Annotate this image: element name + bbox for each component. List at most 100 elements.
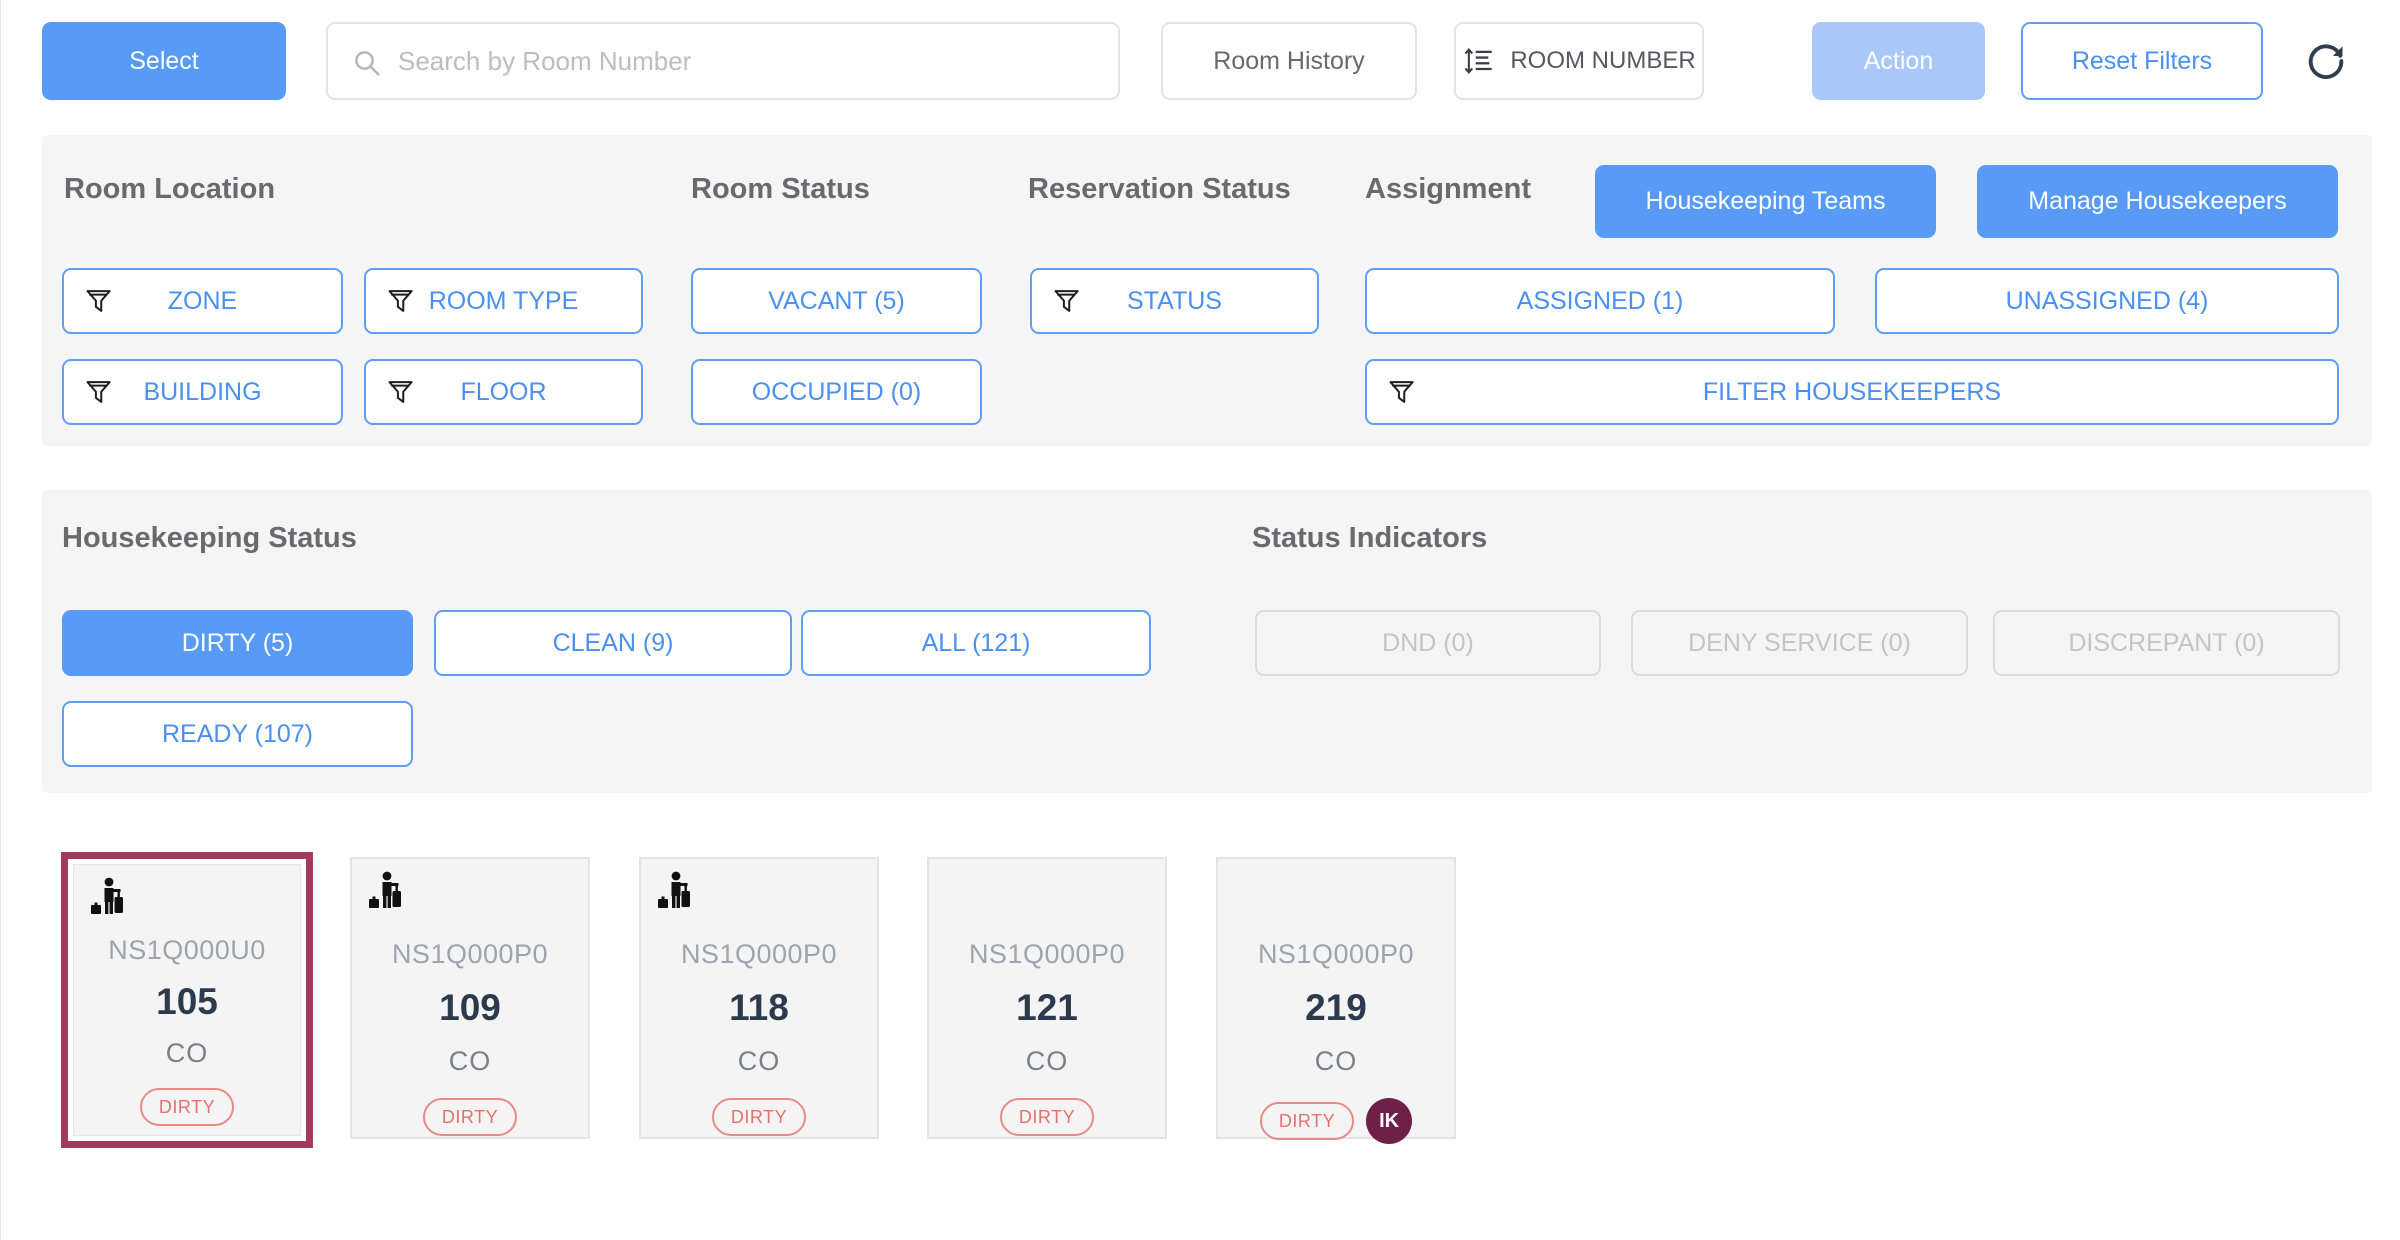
reset-filters-button[interactable]: Reset Filters [2021, 22, 2263, 100]
status-badge: DIRTY [999, 1098, 1095, 1136]
building-filter-button[interactable]: BUILDING [62, 359, 343, 425]
zone-filter-label: ZONE [167, 286, 238, 315]
room-number: 109 [439, 987, 501, 1028]
discrepant-filter-label: DISCREPANT (0) [2068, 628, 2265, 657]
occupied-filter-button[interactable]: OCCUPIED (0) [691, 359, 982, 425]
reservation-status-title: Reservation Status [1028, 173, 1291, 205]
action-button-label: Action [1863, 46, 1934, 75]
select-button-label: Select [129, 46, 199, 75]
unassigned-filter-label: UNASSIGNED (4) [2005, 286, 2209, 315]
ready-filter-label: READY (107) [162, 719, 313, 748]
room-card[interactable]: NS1Q000P0 121 CO DIRTY [927, 857, 1167, 1139]
discrepant-filter-button[interactable]: DISCREPANT (0) [1993, 610, 2340, 676]
inspection-indicator-badge: IK [1366, 1098, 1413, 1144]
room-card-105-selected-frame[interactable]: NS1Q000U0 105 CO DIRTY [61, 852, 313, 1148]
guest-with-luggage-icon [369, 871, 401, 908]
filter-housekeepers-button[interactable]: FILTER HOUSEKEEPERS [1365, 359, 2339, 425]
vacant-filter-label: VACANT (5) [768, 286, 905, 315]
room-status-title: Room Status [691, 173, 870, 205]
room-card[interactable]: NS1Q000U0 105 CO DIRTY [73, 864, 301, 1136]
filter-housekeepers-label: FILTER HOUSEKEEPERS [1702, 377, 2002, 406]
room-card[interactable]: NS1Q000P0 109 CO DIRTY [350, 857, 590, 1139]
refresh-icon [2308, 44, 2344, 79]
guest-with-luggage-icon [658, 871, 690, 908]
reservation-status: CO [165, 1038, 209, 1068]
housekeeping-teams-button[interactable]: Housekeeping Teams [1595, 165, 1936, 238]
reservation-status: CO [448, 1046, 492, 1076]
reservation-status-filter-label: STATUS [1127, 286, 1222, 315]
guest-with-luggage-icon [91, 877, 123, 914]
funnel-icon [1389, 381, 1414, 403]
status-badge: DIRTY [711, 1098, 807, 1136]
status-indicators-title: Status Indicators [1252, 522, 1488, 554]
select-button[interactable]: Select [42, 22, 286, 100]
reservation-status-filter-button[interactable]: STATUS [1030, 268, 1319, 334]
floor-filter-label: FLOOR [460, 377, 547, 406]
zone-filter-button[interactable]: ZONE [62, 268, 343, 334]
dirty-filter-label: DIRTY (5) [181, 628, 294, 657]
room-code: NS1Q000P0 [968, 939, 1126, 969]
unassigned-filter-button[interactable]: UNASSIGNED (4) [1875, 268, 2339, 334]
all-filter-button[interactable]: ALL (121) [801, 610, 1151, 676]
status-badge: DIRTY [1259, 1102, 1355, 1140]
room-number: 219 [1305, 987, 1367, 1028]
assigned-filter-button[interactable]: ASSIGNED (1) [1365, 268, 1835, 334]
room-number: 121 [1016, 987, 1078, 1028]
floor-filter-button[interactable]: FLOOR [364, 359, 643, 425]
room-type-filter-label: ROOM TYPE [428, 286, 579, 315]
filters-panel: Room Location Room Status Reservation St… [42, 135, 2372, 446]
reservation-status: CO [737, 1046, 781, 1076]
manage-housekeepers-label: Manage Housekeepers [2028, 187, 2287, 215]
occupied-filter-label: OCCUPIED (0) [751, 377, 922, 406]
search-input-wrapper [326, 22, 1120, 100]
status-badge: DIRTY [139, 1088, 235, 1126]
sort-icon [1464, 47, 1493, 75]
dnd-filter-label: DND (0) [1382, 628, 1474, 657]
funnel-icon [86, 290, 111, 312]
sort-dropdown[interactable]: ROOM NUMBER [1454, 22, 1704, 100]
refresh-button[interactable] [2301, 36, 2351, 86]
reservation-status: CO [1314, 1046, 1358, 1076]
funnel-icon [388, 381, 413, 403]
action-button[interactable]: Action [1812, 22, 1985, 100]
search-input[interactable] [328, 24, 1118, 98]
vacant-filter-button[interactable]: VACANT (5) [691, 268, 982, 334]
room-location-title: Room Location [64, 173, 276, 205]
room-code: NS1Q000P0 [680, 939, 838, 969]
badge-row: DIRTY [139, 1088, 235, 1126]
clean-filter-label: CLEAN (9) [552, 628, 674, 657]
room-card[interactable]: NS1Q000P0 219 CO DIRTY IK [1216, 857, 1456, 1144]
all-filter-label: ALL (121) [921, 628, 1031, 657]
room-type-filter-button[interactable]: ROOM TYPE [364, 268, 643, 334]
housekeeping-status-panel: Housekeeping Status Status Indicators DI… [42, 490, 2372, 793]
badge-row: DIRTY [999, 1098, 1095, 1136]
dirty-filter-button[interactable]: DIRTY (5) [62, 610, 413, 676]
deny-service-filter-label: DENY SERVICE (0) [1688, 628, 1911, 657]
assignment-title: Assignment [1365, 173, 1531, 205]
room-history-button[interactable]: Room History [1161, 22, 1417, 100]
housekeeping-teams-label: Housekeeping Teams [1645, 187, 1886, 215]
dnd-filter-button[interactable]: DND (0) [1255, 610, 1601, 676]
funnel-icon [388, 290, 413, 312]
search-icon [355, 51, 380, 76]
room-code: NS1Q000P0 [1257, 939, 1415, 969]
room-number: 105 [156, 981, 218, 1022]
building-filter-label: BUILDING [143, 377, 262, 406]
badge-row: DIRTY [711, 1098, 807, 1136]
deny-service-filter-button[interactable]: DENY SERVICE (0) [1631, 610, 1968, 676]
badge-row: DIRTY [422, 1098, 518, 1136]
reservation-status: CO [1025, 1046, 1069, 1076]
room-history-label: Room History [1213, 46, 1365, 75]
manage-housekeepers-button[interactable]: Manage Housekeepers [1977, 165, 2338, 238]
status-badge: DIRTY [422, 1098, 518, 1136]
room-code: NS1Q000P0 [391, 939, 549, 969]
funnel-icon [86, 381, 111, 403]
badge-row: DIRTY IK [1259, 1098, 1413, 1144]
room-card[interactable]: NS1Q000P0 118 CO DIRTY [639, 857, 879, 1139]
room-number: 118 [729, 987, 789, 1028]
clean-filter-button[interactable]: CLEAN (9) [434, 610, 792, 676]
housekeeping-status-title: Housekeeping Status [62, 522, 357, 554]
sort-label: ROOM NUMBER [1510, 47, 1696, 74]
ready-filter-button[interactable]: READY (107) [62, 701, 413, 767]
